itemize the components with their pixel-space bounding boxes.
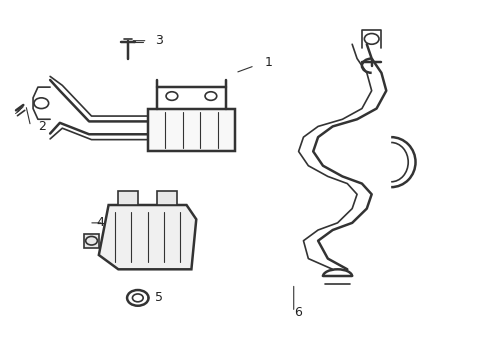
Polygon shape: [157, 191, 177, 205]
Text: 1: 1: [265, 55, 272, 69]
Text: 3: 3: [155, 34, 163, 47]
Bar: [147, 109, 235, 152]
Text: 5: 5: [155, 291, 163, 305]
Polygon shape: [99, 205, 196, 269]
Text: 4: 4: [97, 216, 104, 229]
Polygon shape: [84, 234, 99, 248]
Text: 2: 2: [38, 120, 46, 133]
Polygon shape: [118, 191, 138, 205]
Text: 6: 6: [294, 306, 302, 319]
